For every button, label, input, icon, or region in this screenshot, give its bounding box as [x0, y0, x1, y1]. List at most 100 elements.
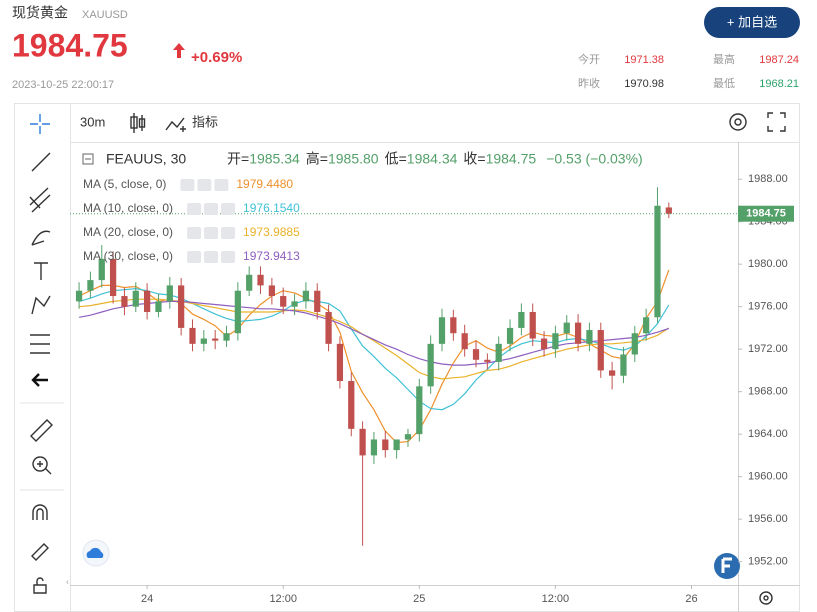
- candle-body: [484, 359, 491, 362]
- add-watchlist-label[interactable]: + 加自选: [727, 14, 777, 29]
- ma-control[interactable]: [221, 251, 236, 263]
- pattern-tool[interactable]: [31, 295, 51, 315]
- text-tool[interactable]: [34, 262, 48, 280]
- interval-button[interactable]: 30m: [80, 114, 105, 129]
- y-tick-label: 1960.00: [748, 471, 788, 483]
- candle-body: [654, 205, 661, 318]
- candle-type-button[interactable]: [130, 113, 146, 133]
- crosshair-tool[interactable]: [30, 114, 50, 134]
- indicators-label[interactable]: 指标: [192, 114, 218, 129]
- trendline-tool[interactable]: [31, 152, 51, 172]
- fib-tool[interactable]: [29, 187, 51, 213]
- y-tick-label: 1980.00: [748, 258, 788, 270]
- candle-body: [472, 349, 480, 360]
- x-tick-label: 26: [685, 593, 697, 605]
- ohlc-value: 1985.80: [328, 151, 379, 167]
- ruler-tool[interactable]: [30, 419, 53, 442]
- x-tick-label: 12:00: [269, 593, 297, 605]
- candle-body: [393, 439, 400, 451]
- candle-body: [518, 311, 525, 328]
- ma-control[interactable]: [214, 179, 229, 191]
- ma-name: MA (10, close, 0): [83, 201, 173, 215]
- candle-body: [529, 311, 536, 339]
- candle-body: [189, 327, 196, 344]
- change: +0.69%: [191, 49, 242, 66]
- candle-body: [348, 381, 355, 429]
- ma-control[interactable]: [221, 227, 236, 239]
- candle-body: [280, 296, 287, 307]
- collapse-button[interactable]: [82, 153, 94, 165]
- ohlc-value: 1984.34: [407, 151, 458, 167]
- candle-body: [336, 343, 344, 382]
- ma-name: MA (20, close, 0): [83, 225, 173, 239]
- symbol-label: FEAUUS, 30: [106, 151, 186, 167]
- candle-body: [212, 338, 219, 341]
- candle-body: [540, 338, 548, 350]
- logo-mark: [721, 557, 732, 573]
- fullscreen-button[interactable]: [767, 112, 786, 132]
- stat-value: 1987.24: [759, 54, 799, 66]
- ma-control[interactable]: [204, 227, 219, 239]
- candle-body: [98, 258, 105, 281]
- ma-control[interactable]: [187, 251, 202, 263]
- axis-settings-button[interactable]: [759, 591, 773, 605]
- collapse-handle[interactable]: ‹: [66, 576, 69, 586]
- chart-frame: [14, 103, 800, 612]
- cloud-icon: [86, 547, 104, 558]
- candle-body: [427, 343, 434, 387]
- y-tick-label: 1964.00: [748, 428, 788, 440]
- candle-body: [132, 290, 139, 307]
- settings-button[interactable]: [729, 113, 747, 131]
- ohlc-label: 低=: [385, 151, 407, 167]
- timestamp: 2023-10-25 22:00:17: [12, 79, 114, 91]
- ma-control[interactable]: [187, 203, 202, 215]
- candle-body: [234, 290, 241, 334]
- indicators-button[interactable]: [165, 117, 186, 132]
- y-tick-label: 1972.00: [748, 343, 788, 355]
- ma-line: [78, 269, 670, 444]
- ohlc-label: 收=: [463, 151, 485, 167]
- candle-body: [370, 439, 378, 456]
- candle-body: [438, 317, 446, 344]
- ohlc-value: 1985.34: [249, 151, 300, 167]
- ma-control[interactable]: [197, 179, 212, 191]
- ma-value: 1979.4480: [236, 177, 293, 191]
- ma-control[interactable]: [187, 227, 202, 239]
- drawing-toolbar: [29, 114, 53, 594]
- brush-tool[interactable]: [31, 230, 51, 246]
- candle-body: [506, 327, 514, 344]
- ohlc-value: 1984.75: [486, 151, 537, 167]
- lock-tool[interactable]: [33, 577, 47, 594]
- add-watchlist-button[interactable]: [704, 7, 800, 38]
- price: 1984.75: [12, 27, 128, 63]
- ma-control[interactable]: [180, 179, 195, 191]
- back-tool[interactable]: [31, 373, 48, 387]
- candle-body: [144, 290, 151, 312]
- magnet-tool[interactable]: [32, 504, 48, 520]
- y-tick-label: 1956.00: [748, 513, 788, 525]
- ma-line: [78, 287, 670, 411]
- last-price-tag: [738, 205, 794, 222]
- candle-body: [291, 301, 298, 307]
- candle-body: [608, 370, 616, 376]
- y-tick-label: 1968.00: [748, 386, 788, 398]
- y-tick-label: 1988.00: [748, 173, 788, 185]
- ma-value: 1973.9885: [243, 225, 300, 239]
- candle-body: [223, 333, 230, 341]
- candle-body: [121, 296, 128, 307]
- stat-label: 昨收: [578, 76, 600, 90]
- candle-body: [563, 322, 570, 334]
- stat-label: 最低: [713, 77, 735, 90]
- prediction-tool[interactable]: [30, 334, 50, 354]
- zoom-tool[interactable]: [32, 456, 52, 475]
- candle-body: [450, 317, 457, 334]
- ma-control[interactable]: [204, 203, 219, 215]
- ma-control[interactable]: [221, 203, 236, 215]
- ma-value: 1973.9413: [243, 249, 300, 263]
- ma-name: MA (30, close, 0): [83, 249, 173, 263]
- candle-body: [574, 322, 582, 344]
- ma-control[interactable]: [204, 251, 219, 263]
- candle-body: [359, 428, 366, 456]
- lock-drawing-tool[interactable]: [31, 543, 49, 561]
